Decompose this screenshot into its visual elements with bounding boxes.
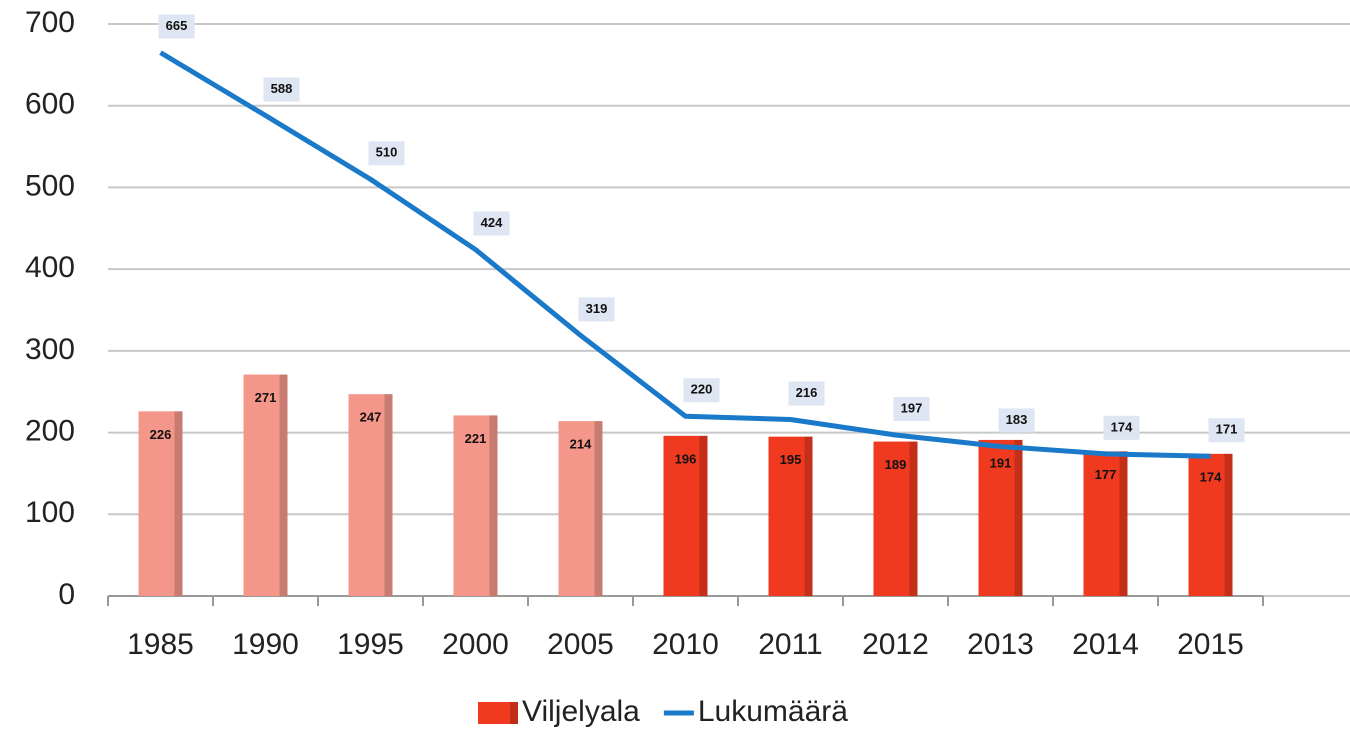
- data-label-box: [1208, 418, 1245, 443]
- data-label: 424: [481, 215, 503, 230]
- data-label: 226: [150, 427, 172, 442]
- data-label: 221: [465, 431, 487, 446]
- data-label: 588: [271, 81, 293, 96]
- bar: [768, 436, 813, 596]
- bar: [1188, 453, 1233, 596]
- bar-shade: [699, 435, 708, 596]
- x-tick-label: 2015: [1177, 628, 1244, 661]
- data-label-box: [893, 397, 930, 422]
- legend-swatch-shade: [510, 702, 518, 724]
- bar-shade: [1119, 451, 1128, 596]
- bar-shade: [384, 394, 393, 596]
- data-label: 214: [570, 437, 592, 452]
- data-label-box: [788, 381, 825, 406]
- bar: [978, 439, 1023, 596]
- data-label: 319: [586, 301, 608, 316]
- data-label-box: [158, 14, 195, 39]
- y-tick-label: 200: [25, 414, 75, 447]
- x-tick-label: 2014: [1072, 628, 1139, 661]
- x-tick-label: 2005: [547, 628, 614, 661]
- x-tick-label: 2012: [862, 628, 929, 661]
- data-label: 174: [1200, 469, 1222, 484]
- data-label-box: [473, 211, 510, 236]
- data-label: 220: [691, 382, 713, 397]
- bar-shade: [1014, 439, 1023, 596]
- data-label: 271: [255, 390, 277, 405]
- data-label: 665: [166, 18, 188, 33]
- x-tick-label: 2010: [652, 628, 719, 661]
- bar: [348, 394, 393, 596]
- legend-label: Viljelyala: [522, 695, 640, 728]
- data-label: 197: [901, 400, 923, 415]
- data-label: 183: [1006, 412, 1028, 427]
- bar: [558, 421, 603, 596]
- data-label-box: [998, 408, 1035, 433]
- bar-shade: [909, 441, 918, 596]
- bar-shade: [804, 436, 813, 596]
- data-label: 216: [796, 385, 818, 400]
- bar: [453, 415, 498, 596]
- y-tick-label: 300: [25, 333, 75, 366]
- data-label-box: [368, 141, 405, 166]
- bar-shade: [594, 421, 603, 596]
- y-tick-label: 700: [25, 6, 75, 39]
- data-label: 196: [675, 451, 697, 466]
- bar: [1083, 451, 1128, 596]
- x-tick-label: 1990: [232, 628, 299, 661]
- data-label: 510: [376, 145, 398, 160]
- data-label-box: [263, 77, 300, 102]
- x-tick-label: 1985: [127, 628, 194, 661]
- x-tick-label: 2011: [758, 628, 823, 661]
- y-tick-label: 400: [25, 251, 75, 284]
- data-label-box: [578, 297, 615, 322]
- x-tick-label: 2000: [442, 628, 509, 661]
- bar-shade: [174, 411, 183, 596]
- data-label: 177: [1095, 467, 1117, 482]
- data-label-box: [683, 378, 720, 403]
- bar: [243, 374, 288, 596]
- bar: [138, 411, 183, 596]
- x-tick-label: 1995: [337, 628, 404, 661]
- bar: [663, 435, 708, 596]
- data-label-box: [1103, 415, 1140, 440]
- x-tick-label: 2013: [967, 628, 1034, 661]
- legend-swatch: [478, 702, 518, 724]
- y-tick-label: 100: [25, 496, 75, 529]
- data-label: 191: [990, 455, 1012, 470]
- y-tick-label: 0: [58, 578, 75, 611]
- bar-shade: [1224, 453, 1233, 596]
- data-label: 247: [360, 410, 382, 425]
- data-label: 189: [885, 457, 907, 472]
- y-tick-label: 500: [25, 169, 75, 202]
- data-label: 171: [1216, 422, 1238, 437]
- bar: [873, 441, 918, 596]
- data-label: 174: [1111, 419, 1133, 434]
- y-tick-label: 600: [25, 88, 75, 121]
- bar-shade: [279, 374, 288, 596]
- line: [159, 50, 1211, 459]
- data-label: 195: [780, 452, 802, 467]
- bar-shade: [489, 415, 498, 596]
- legend-label: Lukumäärä: [698, 695, 848, 728]
